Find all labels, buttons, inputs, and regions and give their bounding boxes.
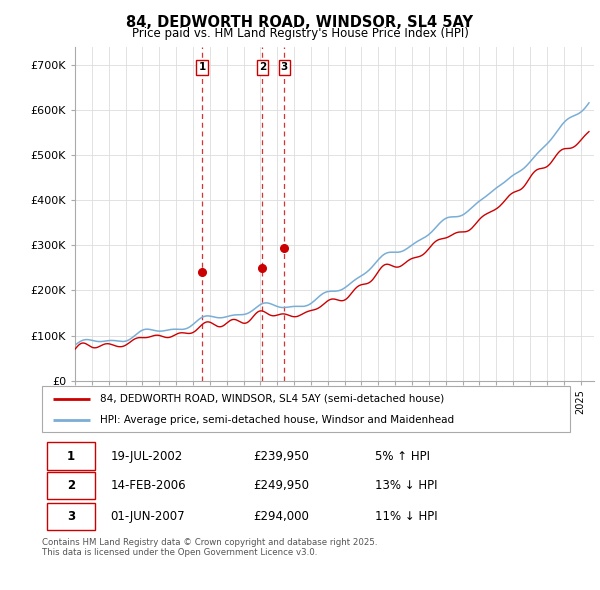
Text: 13% ↓ HPI: 13% ↓ HPI	[374, 478, 437, 492]
Text: £249,950: £249,950	[253, 478, 309, 492]
Text: 01-JUN-2007: 01-JUN-2007	[110, 510, 185, 523]
Text: 3: 3	[281, 63, 288, 73]
Text: 84, DEDWORTH ROAD, WINDSOR, SL4 5AY: 84, DEDWORTH ROAD, WINDSOR, SL4 5AY	[127, 15, 473, 30]
Text: 3: 3	[67, 510, 75, 523]
Text: 14-FEB-2006: 14-FEB-2006	[110, 478, 186, 492]
Text: 2: 2	[67, 478, 75, 492]
Text: £294,000: £294,000	[253, 510, 309, 523]
Text: 84, DEDWORTH ROAD, WINDSOR, SL4 5AY (semi-detached house): 84, DEDWORTH ROAD, WINDSOR, SL4 5AY (sem…	[100, 394, 445, 404]
Text: 1: 1	[199, 63, 206, 73]
FancyBboxPatch shape	[42, 386, 570, 432]
FancyBboxPatch shape	[47, 503, 95, 530]
Text: 2: 2	[259, 63, 266, 73]
Text: 11% ↓ HPI: 11% ↓ HPI	[374, 510, 437, 523]
Text: HPI: Average price, semi-detached house, Windsor and Maidenhead: HPI: Average price, semi-detached house,…	[100, 415, 454, 425]
FancyBboxPatch shape	[47, 471, 95, 499]
Text: Contains HM Land Registry data © Crown copyright and database right 2025.
This d: Contains HM Land Registry data © Crown c…	[42, 538, 377, 558]
Text: 5% ↑ HPI: 5% ↑ HPI	[374, 450, 430, 463]
Text: Price paid vs. HM Land Registry's House Price Index (HPI): Price paid vs. HM Land Registry's House …	[131, 27, 469, 40]
Text: 1: 1	[67, 450, 75, 463]
Text: 19-JUL-2002: 19-JUL-2002	[110, 450, 183, 463]
FancyBboxPatch shape	[47, 442, 95, 470]
Text: £239,950: £239,950	[253, 450, 309, 463]
